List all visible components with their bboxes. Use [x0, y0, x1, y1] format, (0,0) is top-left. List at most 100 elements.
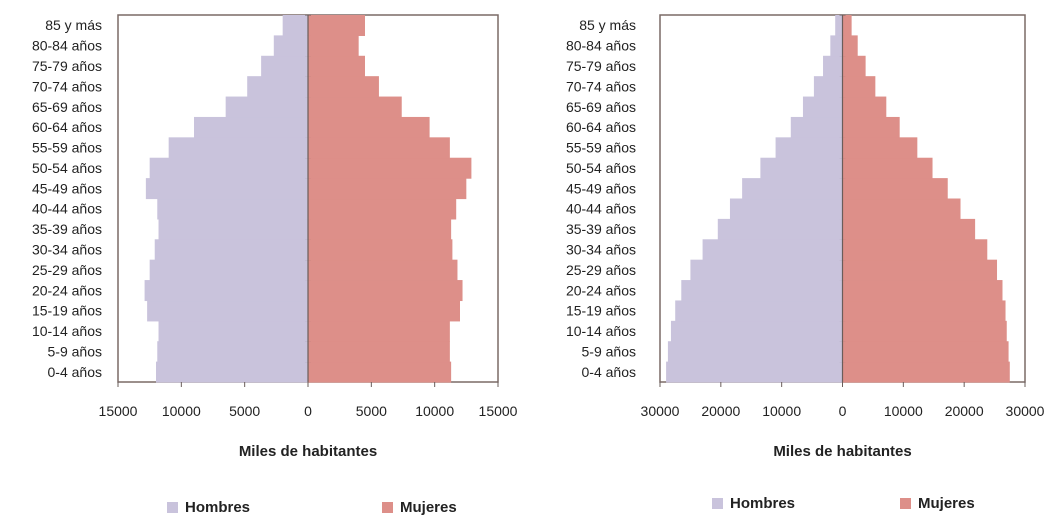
legend-label-hombres: Hombres: [185, 499, 250, 516]
category-label: 50-54 años: [566, 160, 636, 176]
bar-hombres: [742, 178, 843, 200]
bar-mujeres: [842, 361, 1010, 383]
bar-hombres: [823, 55, 843, 77]
bar-hombres: [168, 137, 308, 159]
bar-hombres: [760, 157, 843, 179]
category-label: 55-59 años: [32, 140, 102, 156]
x-tick-label: 0: [304, 403, 312, 419]
bar-mujeres: [308, 15, 365, 36]
bar-hombres: [261, 55, 308, 77]
bar-hombres: [149, 259, 308, 281]
category-label: 20-24 años: [566, 282, 636, 298]
category-label: 35-39 años: [566, 221, 636, 237]
x-tick-label: 30000: [1006, 403, 1045, 419]
bar-mujeres: [308, 96, 402, 118]
bar-mujeres: [842, 76, 876, 98]
bar-mujeres: [842, 137, 918, 159]
category-label: 80-84 años: [32, 38, 102, 54]
category-label: 5-9 años: [48, 343, 102, 359]
category-label: 85 y más: [45, 17, 102, 33]
x-tick-label: 10000: [162, 403, 201, 419]
bar-mujeres: [308, 116, 430, 138]
bar-hombres: [157, 341, 308, 363]
category-label: 45-49 años: [566, 180, 636, 196]
x-tick-label: 15000: [99, 403, 138, 419]
bar-hombres: [247, 76, 308, 98]
category-label: 85 y más: [579, 17, 636, 33]
bar-hombres: [790, 116, 843, 138]
category-label: 45-49 años: [32, 180, 102, 196]
category-label: 75-79 años: [32, 58, 102, 74]
legend-swatch-mujeres: [900, 498, 911, 509]
bar-hombres: [681, 280, 843, 302]
bar-hombres: [156, 361, 308, 383]
bar-mujeres: [842, 178, 948, 200]
bar-mujeres: [842, 116, 900, 138]
category-label: 30-34 años: [566, 241, 636, 257]
x-axis-title: Miles de habitantes: [239, 443, 377, 460]
bar-mujeres: [842, 96, 887, 118]
bar-hombres: [158, 218, 308, 240]
bar-hombres: [273, 35, 308, 57]
category-label: 40-44 años: [566, 201, 636, 217]
category-label: 25-29 años: [566, 262, 636, 278]
bar-mujeres: [842, 320, 1007, 342]
bar-hombres: [830, 35, 843, 57]
legend-swatch-hombres: [712, 498, 723, 509]
bar-mujeres: [308, 198, 457, 220]
bar-mujeres: [842, 239, 988, 261]
category-label: 65-69 años: [32, 99, 102, 115]
bar-hombres: [835, 15, 843, 36]
bar-hombres: [775, 137, 843, 159]
category-label: 20-24 años: [32, 282, 102, 298]
bar-mujeres: [842, 300, 1006, 322]
category-label: 75-79 años: [566, 58, 636, 74]
bar-mujeres: [842, 280, 1003, 302]
category-label: 35-39 años: [32, 221, 102, 237]
bar-mujeres: [842, 55, 866, 77]
category-label: 50-54 años: [32, 160, 102, 176]
bar-mujeres: [308, 76, 379, 98]
category-label: 60-64 años: [32, 119, 102, 135]
legend-label-mujeres: Mujeres: [400, 499, 457, 516]
category-label: 70-74 años: [32, 78, 102, 94]
legend-swatch-hombres: [167, 502, 178, 513]
category-label: 60-64 años: [566, 119, 636, 135]
category-label: 55-59 años: [566, 140, 636, 156]
bar-mujeres: [842, 35, 858, 57]
x-tick-label: 20000: [945, 403, 984, 419]
bar-hombres: [149, 157, 308, 179]
legend-label-mujeres: Mujeres: [918, 495, 975, 512]
bar-hombres: [158, 320, 308, 342]
bar-hombres: [813, 76, 843, 98]
legend-swatch-mujeres: [382, 502, 393, 513]
category-label: 40-44 años: [32, 201, 102, 217]
bar-mujeres: [308, 300, 460, 322]
bar-mujeres: [308, 137, 450, 159]
x-tick-label: 10000: [884, 403, 923, 419]
bar-mujeres: [308, 341, 450, 363]
x-axis-title: Miles de habitantes: [773, 443, 911, 460]
x-tick-label: 10000: [415, 403, 454, 419]
bar-hombres: [157, 198, 308, 220]
category-label: 10-14 años: [566, 323, 636, 339]
category-label: 70-74 años: [566, 78, 636, 94]
category-label: 5-9 años: [582, 343, 636, 359]
x-tick-label: 0: [839, 403, 847, 419]
x-tick-label: 5000: [356, 403, 387, 419]
bar-hombres: [282, 15, 308, 36]
bar-hombres: [667, 341, 843, 363]
category-label: 0-4 años: [582, 364, 636, 380]
legend-label-hombres: Hombres: [730, 495, 795, 512]
bar-mujeres: [308, 218, 452, 240]
bar-hombres: [717, 218, 843, 240]
bar-mujeres: [308, 35, 359, 57]
category-label: 15-19 años: [566, 303, 636, 319]
bar-mujeres: [308, 157, 472, 179]
category-label: 0-4 años: [48, 364, 102, 380]
bar-mujeres: [842, 341, 1009, 363]
bar-hombres: [145, 178, 308, 200]
bar-mujeres: [308, 239, 453, 261]
bar-mujeres: [308, 259, 458, 281]
